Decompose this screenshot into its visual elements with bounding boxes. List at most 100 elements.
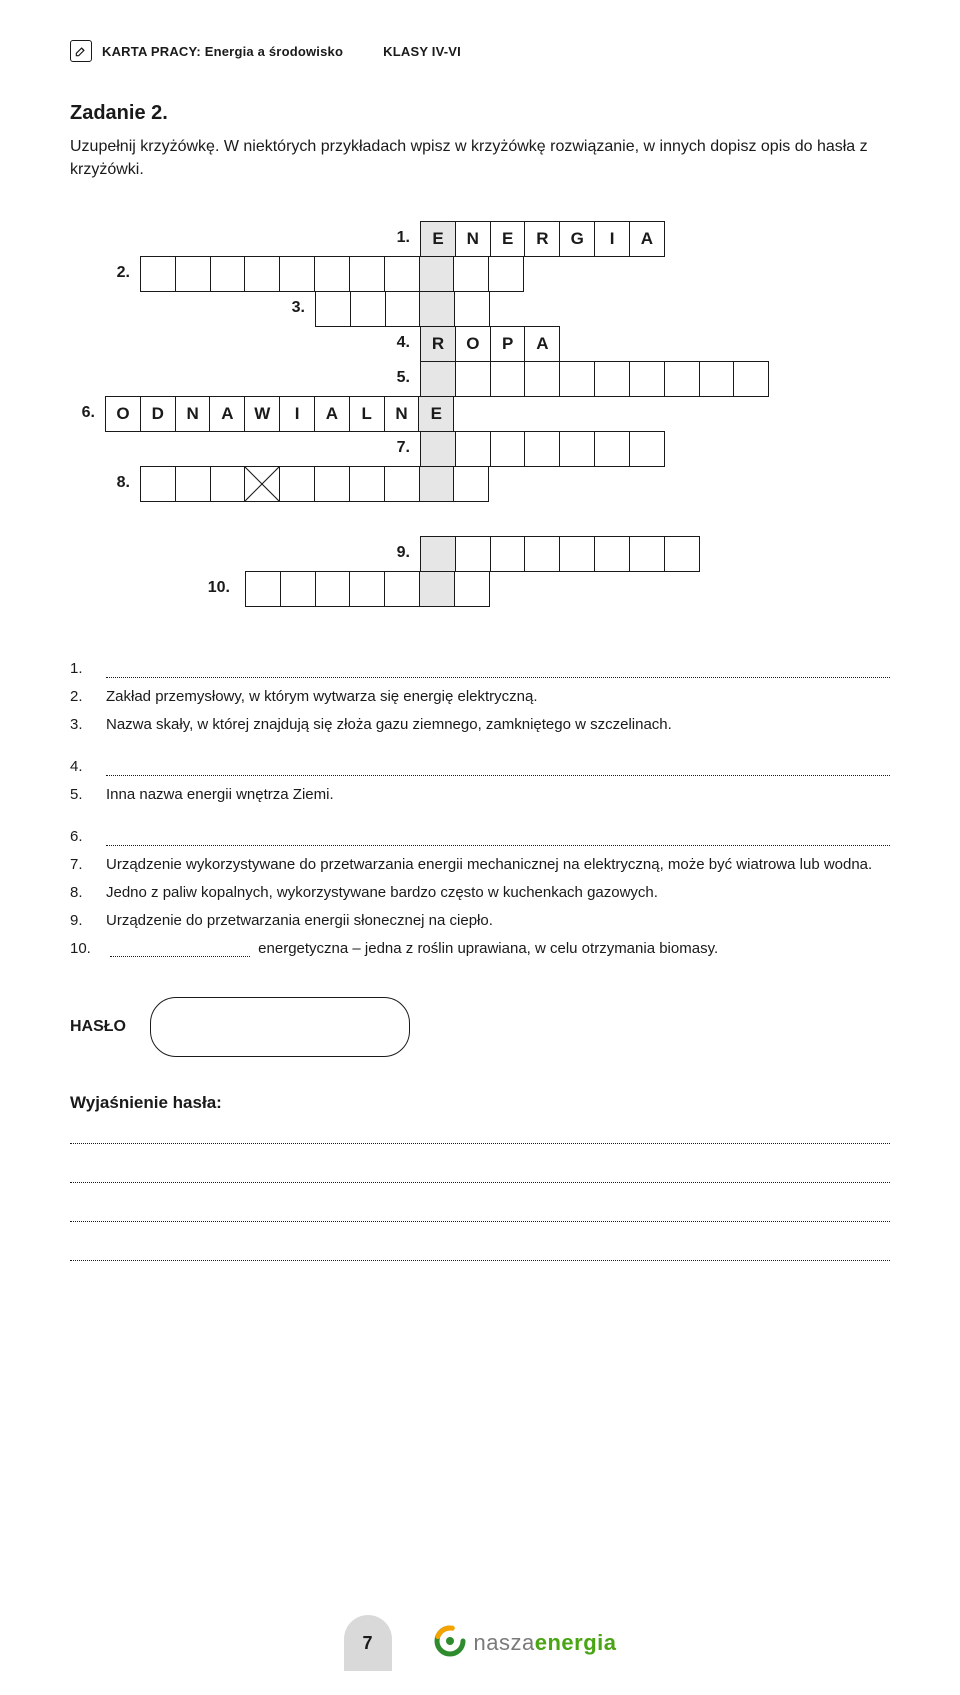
crossword-cell[interactable] bbox=[455, 536, 491, 572]
crossword-cell[interactable] bbox=[244, 466, 280, 502]
crossword-cell[interactable] bbox=[245, 571, 281, 607]
crossword-cell[interactable] bbox=[350, 291, 386, 327]
crossword-cell[interactable] bbox=[279, 256, 315, 292]
crossword-cell[interactable] bbox=[244, 256, 280, 292]
crossword-cell[interactable] bbox=[524, 431, 560, 467]
write-line[interactable] bbox=[70, 1143, 890, 1144]
crossword-cell[interactable] bbox=[419, 291, 455, 327]
crossword-cell[interactable] bbox=[384, 571, 420, 607]
crossword-cell[interactable] bbox=[453, 466, 489, 502]
crossword-cell[interactable] bbox=[419, 256, 455, 292]
crossword-row-label: 3. bbox=[281, 299, 305, 317]
crossword-cell[interactable] bbox=[280, 571, 316, 607]
crossword-cell[interactable] bbox=[629, 361, 665, 397]
clue-number: 2. bbox=[70, 685, 94, 709]
crossword-cell[interactable] bbox=[175, 466, 211, 502]
crossword-cell[interactable] bbox=[279, 466, 315, 502]
crossword-cell[interactable] bbox=[453, 256, 489, 292]
crossword-cell[interactable] bbox=[175, 256, 211, 292]
clue-number: 3. bbox=[70, 713, 94, 737]
clue-number: 9. bbox=[70, 909, 94, 933]
task-description: Uzupełnij krzyżówkę. W niektórych przykł… bbox=[70, 135, 890, 181]
clue-number: 10. bbox=[70, 937, 94, 961]
crossword-cell[interactable] bbox=[384, 256, 420, 292]
page-number-badge: 7 bbox=[344, 1615, 392, 1671]
crossword-cell[interactable] bbox=[314, 256, 350, 292]
crossword-row-label: 10. bbox=[206, 579, 230, 597]
clue-text: Zakład przemysłowy, w którym wytwarza si… bbox=[106, 685, 890, 709]
crossword-cell[interactable] bbox=[210, 256, 246, 292]
crossword-cell[interactable] bbox=[420, 431, 456, 467]
crossword-cell[interactable] bbox=[490, 361, 526, 397]
crossword-cell[interactable] bbox=[315, 571, 351, 607]
crossword-cell: O bbox=[105, 396, 141, 432]
crossword-cell[interactable] bbox=[733, 361, 769, 397]
crossword-row-label: 1. bbox=[386, 229, 410, 247]
write-line[interactable] bbox=[70, 1221, 890, 1222]
crossword-cell[interactable] bbox=[349, 466, 385, 502]
crossword-cell[interactable] bbox=[314, 466, 350, 502]
crossword-cell[interactable] bbox=[490, 431, 526, 467]
clue-number: 4. bbox=[70, 755, 94, 779]
clue-number: 5. bbox=[70, 783, 94, 807]
clue-blank-line[interactable] bbox=[106, 663, 890, 678]
crossword-cell[interactable] bbox=[559, 431, 595, 467]
crossword-row-label: 5. bbox=[386, 369, 410, 387]
clue-inline-blank[interactable] bbox=[110, 942, 250, 957]
crossword-cell[interactable] bbox=[594, 361, 630, 397]
clue-blank-line[interactable] bbox=[106, 761, 890, 776]
crossword-cell[interactable] bbox=[664, 536, 700, 572]
clue-blank-line[interactable] bbox=[106, 831, 890, 846]
crossword-cell[interactable] bbox=[454, 571, 490, 607]
clue-item: 8.Jedno z paliw kopalnych, wykorzystywan… bbox=[70, 881, 890, 905]
clue-text bbox=[106, 825, 890, 849]
crossword-cell[interactable] bbox=[559, 361, 595, 397]
crossword-cell[interactable] bbox=[594, 431, 630, 467]
crossword-cell[interactable] bbox=[419, 466, 455, 502]
crossword-cell: R bbox=[524, 221, 560, 257]
clue-item: 10. energetyczna – jedna z roślin uprawi… bbox=[70, 937, 890, 961]
crossword-cell[interactable] bbox=[140, 466, 176, 502]
clue-item: 2. Zakład przemysłowy, w którym wytwarza … bbox=[70, 685, 890, 709]
crossword-cell: I bbox=[279, 396, 315, 432]
crossword-cell: P bbox=[490, 326, 526, 362]
crossword-cell[interactable] bbox=[490, 536, 526, 572]
crossword-cell[interactable] bbox=[664, 361, 700, 397]
crossword-cell: A bbox=[314, 396, 350, 432]
clue-item: 7.Urządzenie wykorzystywane do przetwarz… bbox=[70, 853, 890, 877]
crossword-cell[interactable] bbox=[384, 466, 420, 502]
crossword-cell[interactable] bbox=[420, 536, 456, 572]
write-line[interactable] bbox=[70, 1182, 890, 1183]
crossword-cell[interactable] bbox=[315, 291, 351, 327]
crossword-cell[interactable] bbox=[699, 361, 735, 397]
crossword-cell[interactable] bbox=[524, 361, 560, 397]
crossword-cell[interactable] bbox=[455, 361, 491, 397]
clue-item: 4. bbox=[70, 755, 890, 779]
crossword-cell[interactable] bbox=[454, 291, 490, 327]
clue-item: 5.Inna nazwa energii wnętrza Ziemi. bbox=[70, 783, 890, 807]
crossword-cell[interactable] bbox=[629, 431, 665, 467]
crossword-cell[interactable] bbox=[140, 256, 176, 292]
crossword-cell[interactable] bbox=[594, 536, 630, 572]
write-line[interactable] bbox=[70, 1260, 890, 1261]
crossword-cell[interactable] bbox=[629, 536, 665, 572]
crossword-cell[interactable] bbox=[455, 431, 491, 467]
crossword-cell[interactable] bbox=[385, 291, 421, 327]
crossword-cell: N bbox=[455, 221, 491, 257]
clue-number: 6. bbox=[70, 825, 94, 849]
worksheet-header: KARTA PRACY: Energia a środowisko KLASY … bbox=[70, 40, 890, 62]
crossword-row-label: 4. bbox=[386, 334, 410, 352]
crossword-cell[interactable] bbox=[420, 361, 456, 397]
crossword-cell[interactable] bbox=[559, 536, 595, 572]
pencil-note-icon bbox=[70, 40, 92, 62]
crossword-cell[interactable] bbox=[488, 256, 524, 292]
clue-list: 1.2.Zakład przemysłowy, w którym wytwarz… bbox=[70, 657, 890, 961]
crossword-row-label: 7. bbox=[386, 439, 410, 457]
crossword-cell[interactable] bbox=[210, 466, 246, 502]
crossword-cell[interactable] bbox=[349, 256, 385, 292]
crossword-cell[interactable] bbox=[349, 571, 385, 607]
solution-input-box[interactable] bbox=[150, 997, 410, 1057]
crossword-cell[interactable] bbox=[419, 571, 455, 607]
page-footer: 7 naszaenergia bbox=[0, 1615, 960, 1671]
crossword-cell[interactable] bbox=[524, 536, 560, 572]
